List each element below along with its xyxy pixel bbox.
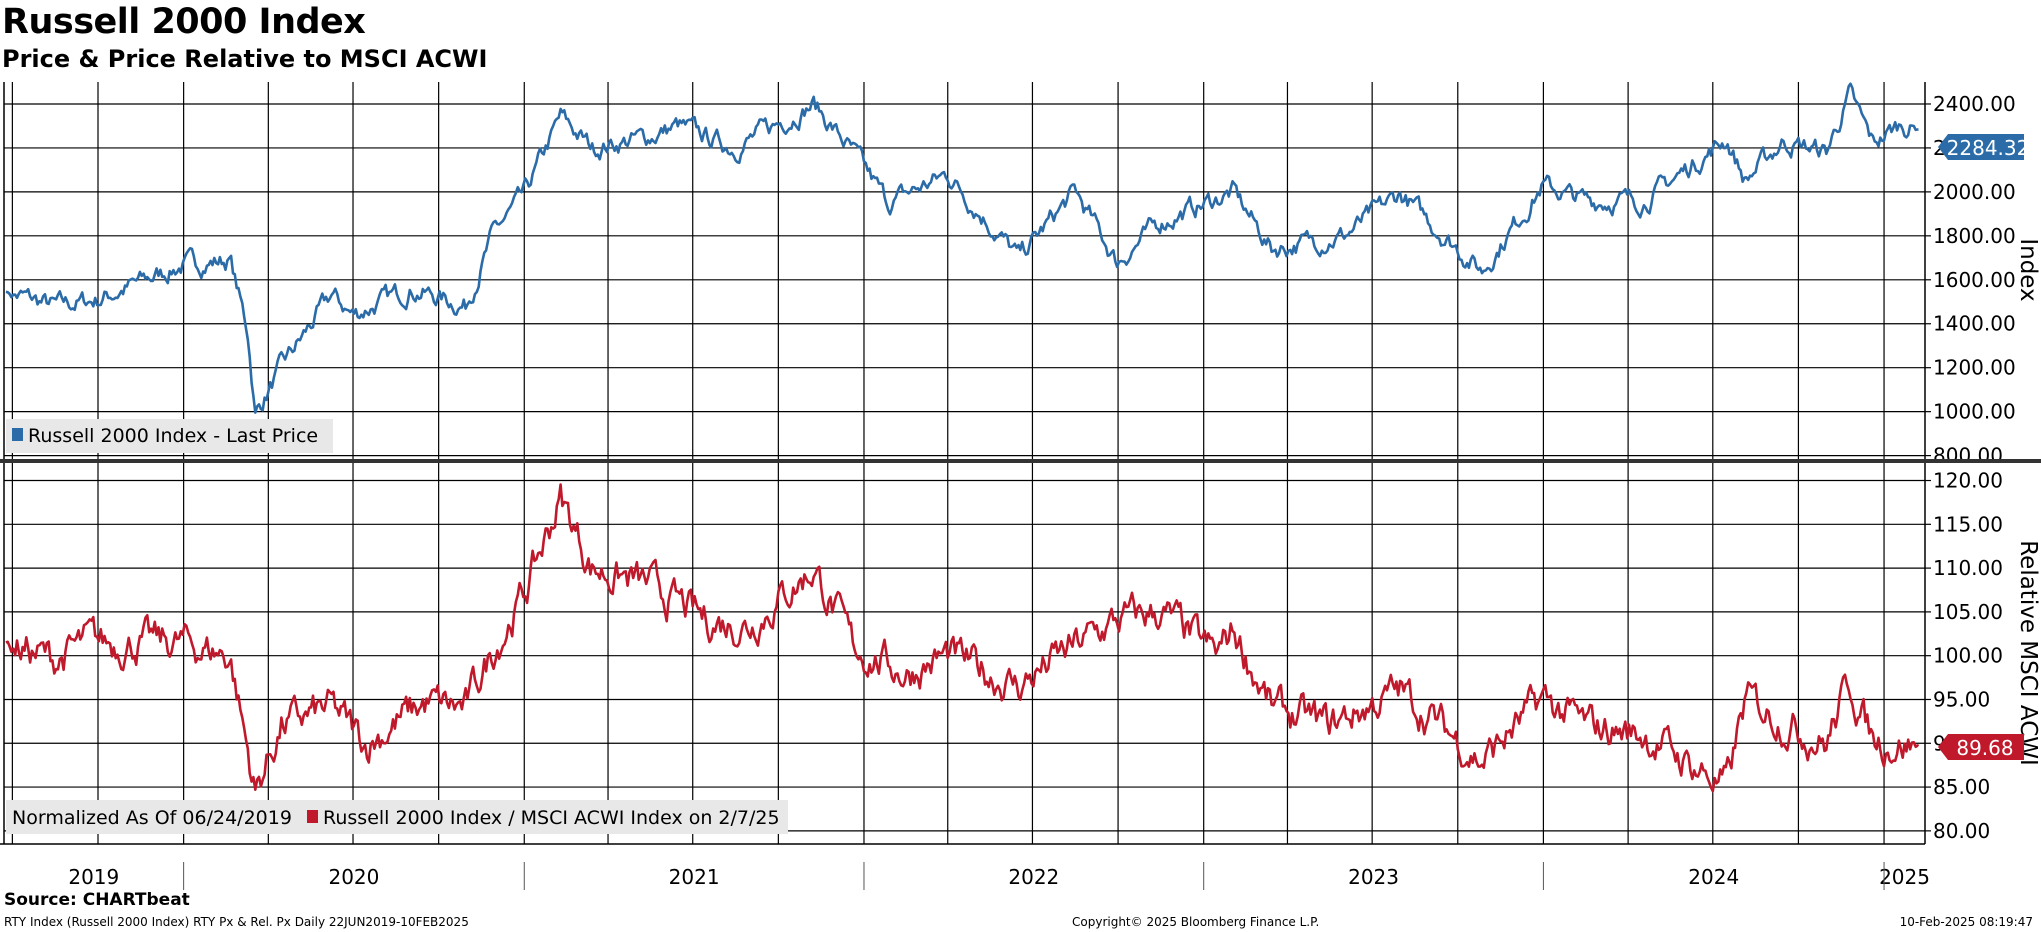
bottom-panel-grid: 80.0085.0090.0095.00100.00105.00110.0011… [4, 463, 2003, 844]
ytick-label: 1800.00 [1933, 224, 2016, 248]
ytick-label: 2000.00 [1933, 180, 2016, 204]
source-note: Source: CHARTbeat [4, 890, 190, 910]
relative-legend: Normalized As Of 06/24/2019 Russell 2000… [6, 800, 788, 834]
xtick-label: 2021 [669, 865, 720, 889]
price-line [5, 82, 1919, 414]
price-legend-swatch [12, 428, 23, 441]
ytick-label: 120.00 [1933, 469, 2003, 493]
ytick-label: 2400.00 [1933, 92, 2016, 116]
page-title: Russell 2000 Index [2, 2, 366, 42]
relative-line [5, 483, 1920, 793]
ytick-label: 105.00 [1933, 600, 2003, 624]
ytick-label: 95.00 [1933, 687, 1990, 711]
top-panel-grid: 800.00 1000.00 1200.00 1400.00 1600.00 1800.0… [4, 82, 2016, 468]
ytick-label: 1600.00 [1933, 268, 2016, 292]
relative-series-layer [5, 483, 1920, 793]
relative-legend-swatch [307, 810, 318, 823]
ytick-label: 85.00 [1933, 775, 1990, 799]
normalized-note: Normalized As Of 06/24/2019 [12, 807, 292, 829]
price-last-value-badge: 2284.32 [1938, 134, 2029, 160]
ticker-info: RTY Index (Russell 2000 Index) RTY Px & … [4, 915, 469, 929]
timestamp: 10-Feb-2025 08:19:47 [1899, 915, 2033, 929]
xtick-label: 2024 [1688, 865, 1739, 889]
xtick-label: 2022 [1008, 865, 1059, 889]
ytick-label: 800.00 [1933, 444, 2003, 468]
ytick-label: 1200.00 [1933, 356, 2016, 380]
xtick-label: 2025 [1879, 865, 1930, 889]
xtick-label: 2020 [328, 865, 379, 889]
xtick-label: 2023 [1348, 865, 1399, 889]
panel-divider [0, 459, 2041, 463]
ytick-label: 110.00 [1933, 556, 2003, 580]
copyright: Copyright© 2025 Bloomberg Finance L.P. [1072, 915, 1320, 929]
ytick-label: 1000.00 [1933, 400, 2016, 424]
ytick-label: 80.00 [1933, 819, 1990, 843]
xtick-label: 2019 [68, 865, 119, 889]
relative-legend-label: Russell 2000 Index / MSCI ACWI Index on … [323, 807, 780, 829]
top-ylabel: Index [2015, 238, 2041, 301]
ytick-label: 115.00 [1933, 512, 2003, 536]
price-legend: Russell 2000 Index - Last Price [6, 419, 333, 453]
bottom-ylabel: Relative MSCI ACWI [2015, 540, 2041, 766]
relative-last-value: 89.68 [1956, 736, 2013, 760]
price-legend-label: Russell 2000 Index - Last Price [28, 425, 318, 447]
relative-last-value-badge: 89.68 [1938, 734, 2024, 760]
page-subtitle: Price & Price Relative to MSCI ACWI [2, 45, 488, 73]
price-last-value: 2284.32 [1947, 136, 2030, 160]
ytick-label: 100.00 [1933, 644, 2003, 668]
price-series-layer [5, 82, 1919, 414]
ytick-label: 1400.00 [1933, 312, 2016, 336]
